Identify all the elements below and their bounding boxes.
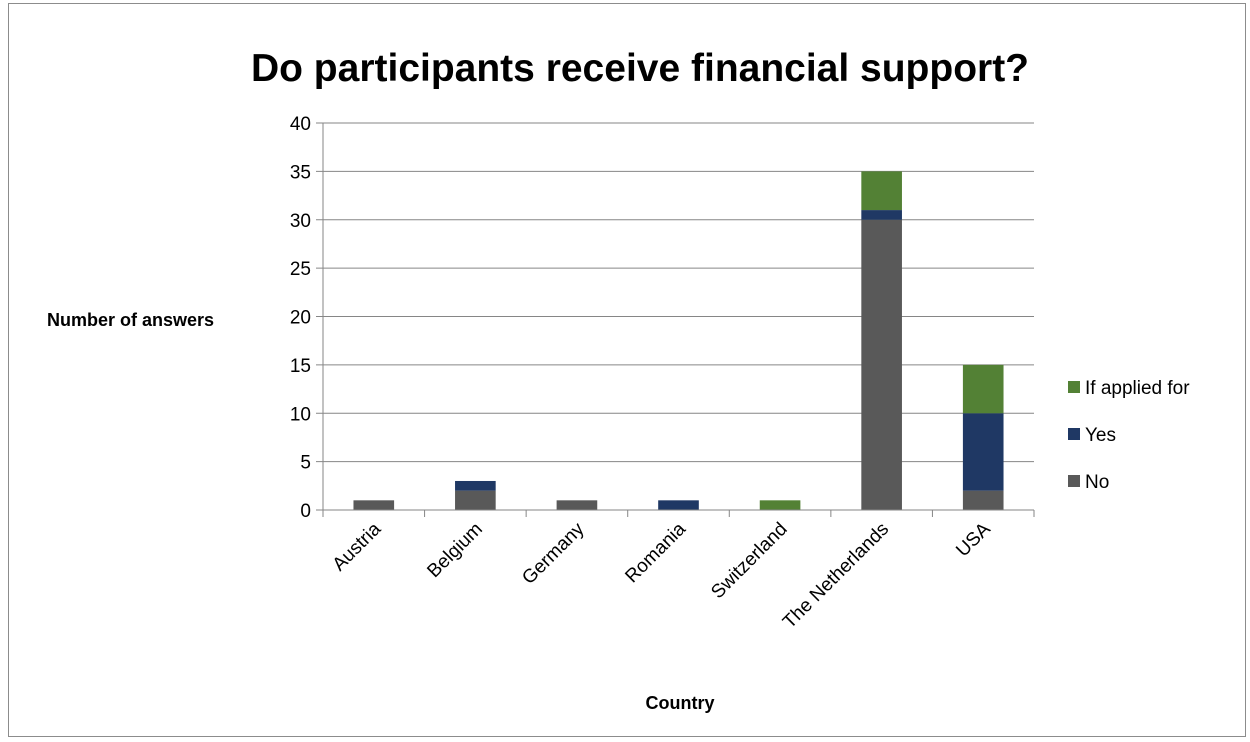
legend-swatch-yes (1068, 428, 1080, 440)
legend-label: No (1085, 472, 1109, 493)
bar-the-netherlands-yes (861, 210, 902, 220)
bar-belgium-yes (455, 480, 496, 491)
legend-swatch-if-applied-for (1068, 381, 1080, 393)
y-tick-label: 0 (300, 501, 311, 522)
bar-the-netherlands-if-applied-for (861, 171, 902, 211)
y-tick-label: 40 (290, 114, 311, 135)
y-axis-title: Number of answers (47, 310, 214, 330)
bar-usa-if-applied-for (962, 364, 1004, 414)
bar-belgium-no (455, 490, 496, 510)
x-category-label: USA (952, 518, 995, 561)
x-category-label: Belgium (423, 519, 486, 582)
legend-swatch-no (1068, 475, 1080, 487)
y-tick-label: 10 (290, 404, 311, 425)
bar-usa-no (962, 490, 1004, 510)
x-category-labels: Austria Belgium Germany Romania SwitzerlandT… (329, 518, 995, 633)
y-tick-labels: 0 5 10 15 20 25 30 35 40 (290, 114, 311, 522)
y-tick-label: 15 (290, 356, 311, 377)
y-tick-label: 25 (290, 259, 311, 280)
x-axis-title: Country (646, 693, 715, 713)
axes (316, 122, 1035, 517)
x-category-label: Germany (518, 518, 588, 588)
bar-austria-no (353, 500, 395, 510)
gridlines (323, 122, 1034, 463)
x-category-label: The Netherlands (779, 519, 893, 633)
chart-svg: Do participants receive financial suppor… (47, 47, 1190, 713)
bar-germany-no (556, 500, 598, 510)
y-tick-label: 35 (290, 162, 311, 183)
y-tick-label: 5 (300, 453, 311, 474)
bar-switzerland-if-applied-for (759, 500, 801, 510)
x-category-label: Austria (329, 518, 386, 575)
legend-label: If applied for (1085, 378, 1190, 399)
x-category-label: Romania (621, 518, 690, 587)
legend-label: Yes (1085, 425, 1116, 446)
chart-frame: Do participants receive financial suppor… (8, 3, 1246, 737)
y-tick-label: 30 (290, 211, 311, 232)
x-category-label: Switzerland (707, 519, 791, 603)
legend: If applied for Yes No (1068, 378, 1190, 493)
bar-usa-yes (962, 413, 1004, 491)
y-tick-label: 20 (290, 308, 311, 329)
chart-title: Do participants receive financial suppor… (251, 47, 1029, 90)
bar-romania-yes (658, 500, 699, 510)
bar-the-netherlands-no (861, 219, 902, 510)
bars (353, 171, 1004, 510)
